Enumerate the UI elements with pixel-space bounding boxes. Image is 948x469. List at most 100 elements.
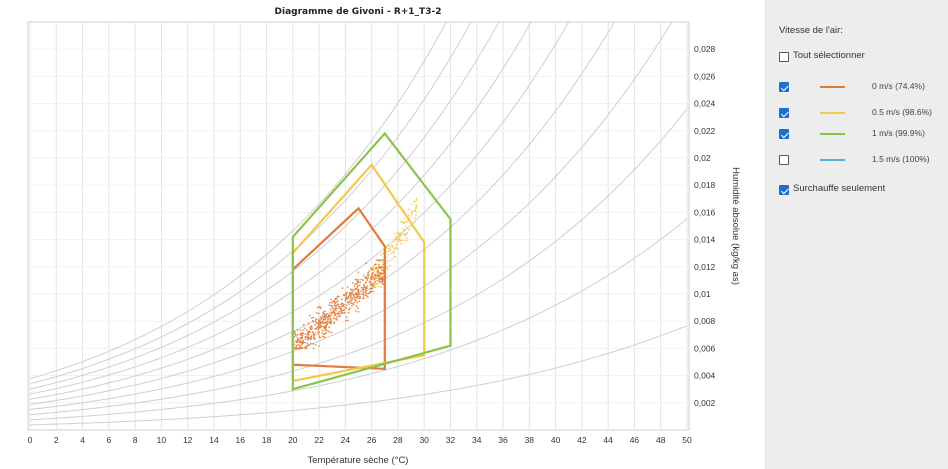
data-point <box>329 317 332 320</box>
data-point <box>348 303 350 305</box>
data-point <box>321 325 323 328</box>
data-point <box>341 312 344 314</box>
data-point <box>380 254 382 256</box>
data-point <box>312 342 315 345</box>
data-point <box>373 269 376 272</box>
y-tick-label: 0,016 <box>694 207 716 217</box>
data-point <box>315 322 318 325</box>
data-point <box>343 306 346 308</box>
data-point <box>360 286 363 289</box>
x-tick-label: 26 <box>367 435 377 445</box>
data-point <box>356 301 358 304</box>
data-point <box>328 326 330 329</box>
data-point <box>356 283 358 286</box>
data-point <box>376 279 379 282</box>
select-all-checkbox[interactable] <box>779 52 789 62</box>
air-speed-0-checkbox[interactable] <box>779 82 789 92</box>
data-point <box>376 271 379 274</box>
data-point <box>317 345 320 347</box>
y-tick-label: 0,008 <box>694 316 716 326</box>
data-point <box>348 301 351 303</box>
data-point <box>325 317 327 320</box>
data-point <box>365 262 368 265</box>
data-point <box>330 320 333 323</box>
x-tick-label: 16 <box>236 435 246 445</box>
data-point <box>358 292 361 295</box>
legend-swatch-2 <box>820 133 845 135</box>
data-point <box>353 285 356 287</box>
givoni-chart: 0 2 4 6 8 10 12 14 16 18 20 22 24 26 28 30 32 34 36 38 40 42 4… <box>27 7 741 466</box>
x-tick-label: 44 <box>603 435 613 445</box>
data-point <box>302 329 304 332</box>
data-point <box>311 331 314 333</box>
data-point <box>333 304 336 307</box>
data-point <box>390 252 393 255</box>
overheat-only-label[interactable]: Surchauffe seulement <box>793 183 886 194</box>
data-point <box>301 336 304 339</box>
overheat-only-checkbox[interactable] <box>779 185 789 195</box>
x-tick-label: 30 <box>419 435 429 445</box>
data-point <box>375 263 377 266</box>
data-point <box>356 281 359 283</box>
data-point <box>397 247 399 250</box>
data-point <box>340 312 343 315</box>
data-point <box>376 274 379 277</box>
y-tick-label: 0,014 <box>694 235 716 245</box>
data-point <box>395 243 398 246</box>
data-point <box>325 331 328 334</box>
data-point <box>377 270 380 272</box>
legend-label-3: 1.5 m/s (100%) <box>872 154 930 164</box>
data-point <box>329 322 332 325</box>
data-point <box>336 319 338 321</box>
data-point <box>347 311 350 314</box>
data-point <box>308 344 311 346</box>
data-point <box>347 319 349 322</box>
air-speed-1-checkbox[interactable] <box>779 129 789 139</box>
data-point <box>408 228 410 231</box>
data-point <box>411 213 413 215</box>
data-point <box>353 301 355 304</box>
air-speed-1-5-checkbox[interactable] <box>779 155 789 165</box>
data-point <box>324 310 327 313</box>
data-point <box>389 249 392 252</box>
data-point <box>410 211 413 214</box>
data-point <box>345 293 348 296</box>
y-tick-label: 0,028 <box>694 44 716 54</box>
data-point <box>310 342 312 345</box>
rh-curve <box>29 22 472 385</box>
data-point <box>362 279 364 282</box>
data-point <box>376 273 378 275</box>
data-point <box>335 304 338 307</box>
data-point <box>395 238 398 241</box>
data-point <box>387 268 390 271</box>
data-point <box>358 300 361 302</box>
x-tick-label: 22 <box>314 435 324 445</box>
data-point <box>302 323 305 326</box>
data-point <box>323 336 326 339</box>
data-point <box>405 237 408 240</box>
data-point <box>354 283 357 285</box>
data-point <box>304 333 307 335</box>
x-tick-label: 20 <box>288 435 298 445</box>
data-point <box>299 340 302 343</box>
data-point <box>304 336 307 338</box>
data-point <box>315 318 317 320</box>
data-point <box>363 297 365 300</box>
data-point <box>375 259 378 261</box>
data-point <box>355 305 358 308</box>
data-point <box>402 228 404 230</box>
x-tick-label: 38 <box>525 435 535 445</box>
data-point <box>379 259 381 262</box>
data-point <box>351 290 353 293</box>
data-point <box>315 320 317 323</box>
data-point <box>338 315 341 318</box>
data-point <box>327 330 329 332</box>
data-point <box>343 309 345 311</box>
air-speed-0-5-checkbox[interactable] <box>779 108 789 118</box>
data-point <box>343 294 345 296</box>
data-point <box>372 276 375 279</box>
data-point <box>306 344 309 347</box>
data-point <box>367 276 370 279</box>
data-point <box>314 344 317 346</box>
select-all-label[interactable]: Tout sélectionner <box>793 50 865 61</box>
